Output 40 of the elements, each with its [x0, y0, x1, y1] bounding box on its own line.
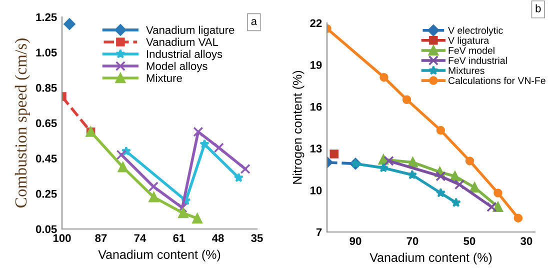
x-tick-label: 48 [212, 234, 224, 242]
y-axis-title: Nitrogen content (%) [292, 70, 304, 184]
y-tick-label: 7 [316, 228, 322, 236]
y-tick-label: 0.65 [36, 119, 57, 128]
x-tick-label: 90 [350, 237, 362, 246]
x-tick-label: 61 [173, 234, 185, 242]
legend-label: Mixture [146, 74, 182, 82]
legend-label: Vanadium VAL [146, 38, 218, 46]
legend-label: FeV industrial [448, 56, 507, 64]
legend-label: Calculations for VN-Fe [448, 76, 546, 84]
y-tick-label: 10 [310, 186, 322, 194]
legend-label: Industrial alloys [147, 50, 222, 60]
legend-label: V electrolytic [448, 26, 503, 36]
x-tick-label: 50 [464, 237, 476, 246]
y-tick-label: 0.05 [36, 225, 57, 234]
y-tick-label: 0.85 [36, 84, 57, 92]
legend-label: V ligatura [448, 36, 490, 46]
y-axis-title: Combustion speed (cm/s) [14, 38, 30, 208]
x-axis-title: Vanadium content (%) [98, 250, 220, 262]
legend-label: Mixtures [448, 66, 484, 74]
x-tick-label: 70 [406, 237, 418, 246]
y-tick-label: 19 [310, 61, 322, 69]
x-tick-label: 35 [251, 234, 263, 242]
x-tick-label: 87 [95, 234, 107, 242]
x-tick-label: 74 [134, 234, 146, 242]
y-tick-label: 13 [310, 144, 322, 153]
y-tick-label: 1.05 [36, 48, 57, 56]
x-tick-label: 100 [53, 234, 71, 242]
y-tick-label: 22 [310, 19, 322, 28]
legend-label: Model alloys [146, 62, 208, 72]
x-axis-title: Vanadium content (%) [370, 252, 492, 264]
y-tick-label: 1.25 [36, 13, 57, 22]
y-tick-label: 0.25 [36, 190, 57, 198]
text: b [536, 4, 541, 12]
legend-label: FeV model [448, 46, 494, 54]
y-tick-label: 0.45 [36, 154, 57, 162]
y-tick-label: 16 [310, 102, 322, 111]
annotation: a [251, 19, 257, 26]
legend-label: Vanadium ligature [146, 26, 234, 36]
x-tick-label: 30 [520, 237, 532, 246]
